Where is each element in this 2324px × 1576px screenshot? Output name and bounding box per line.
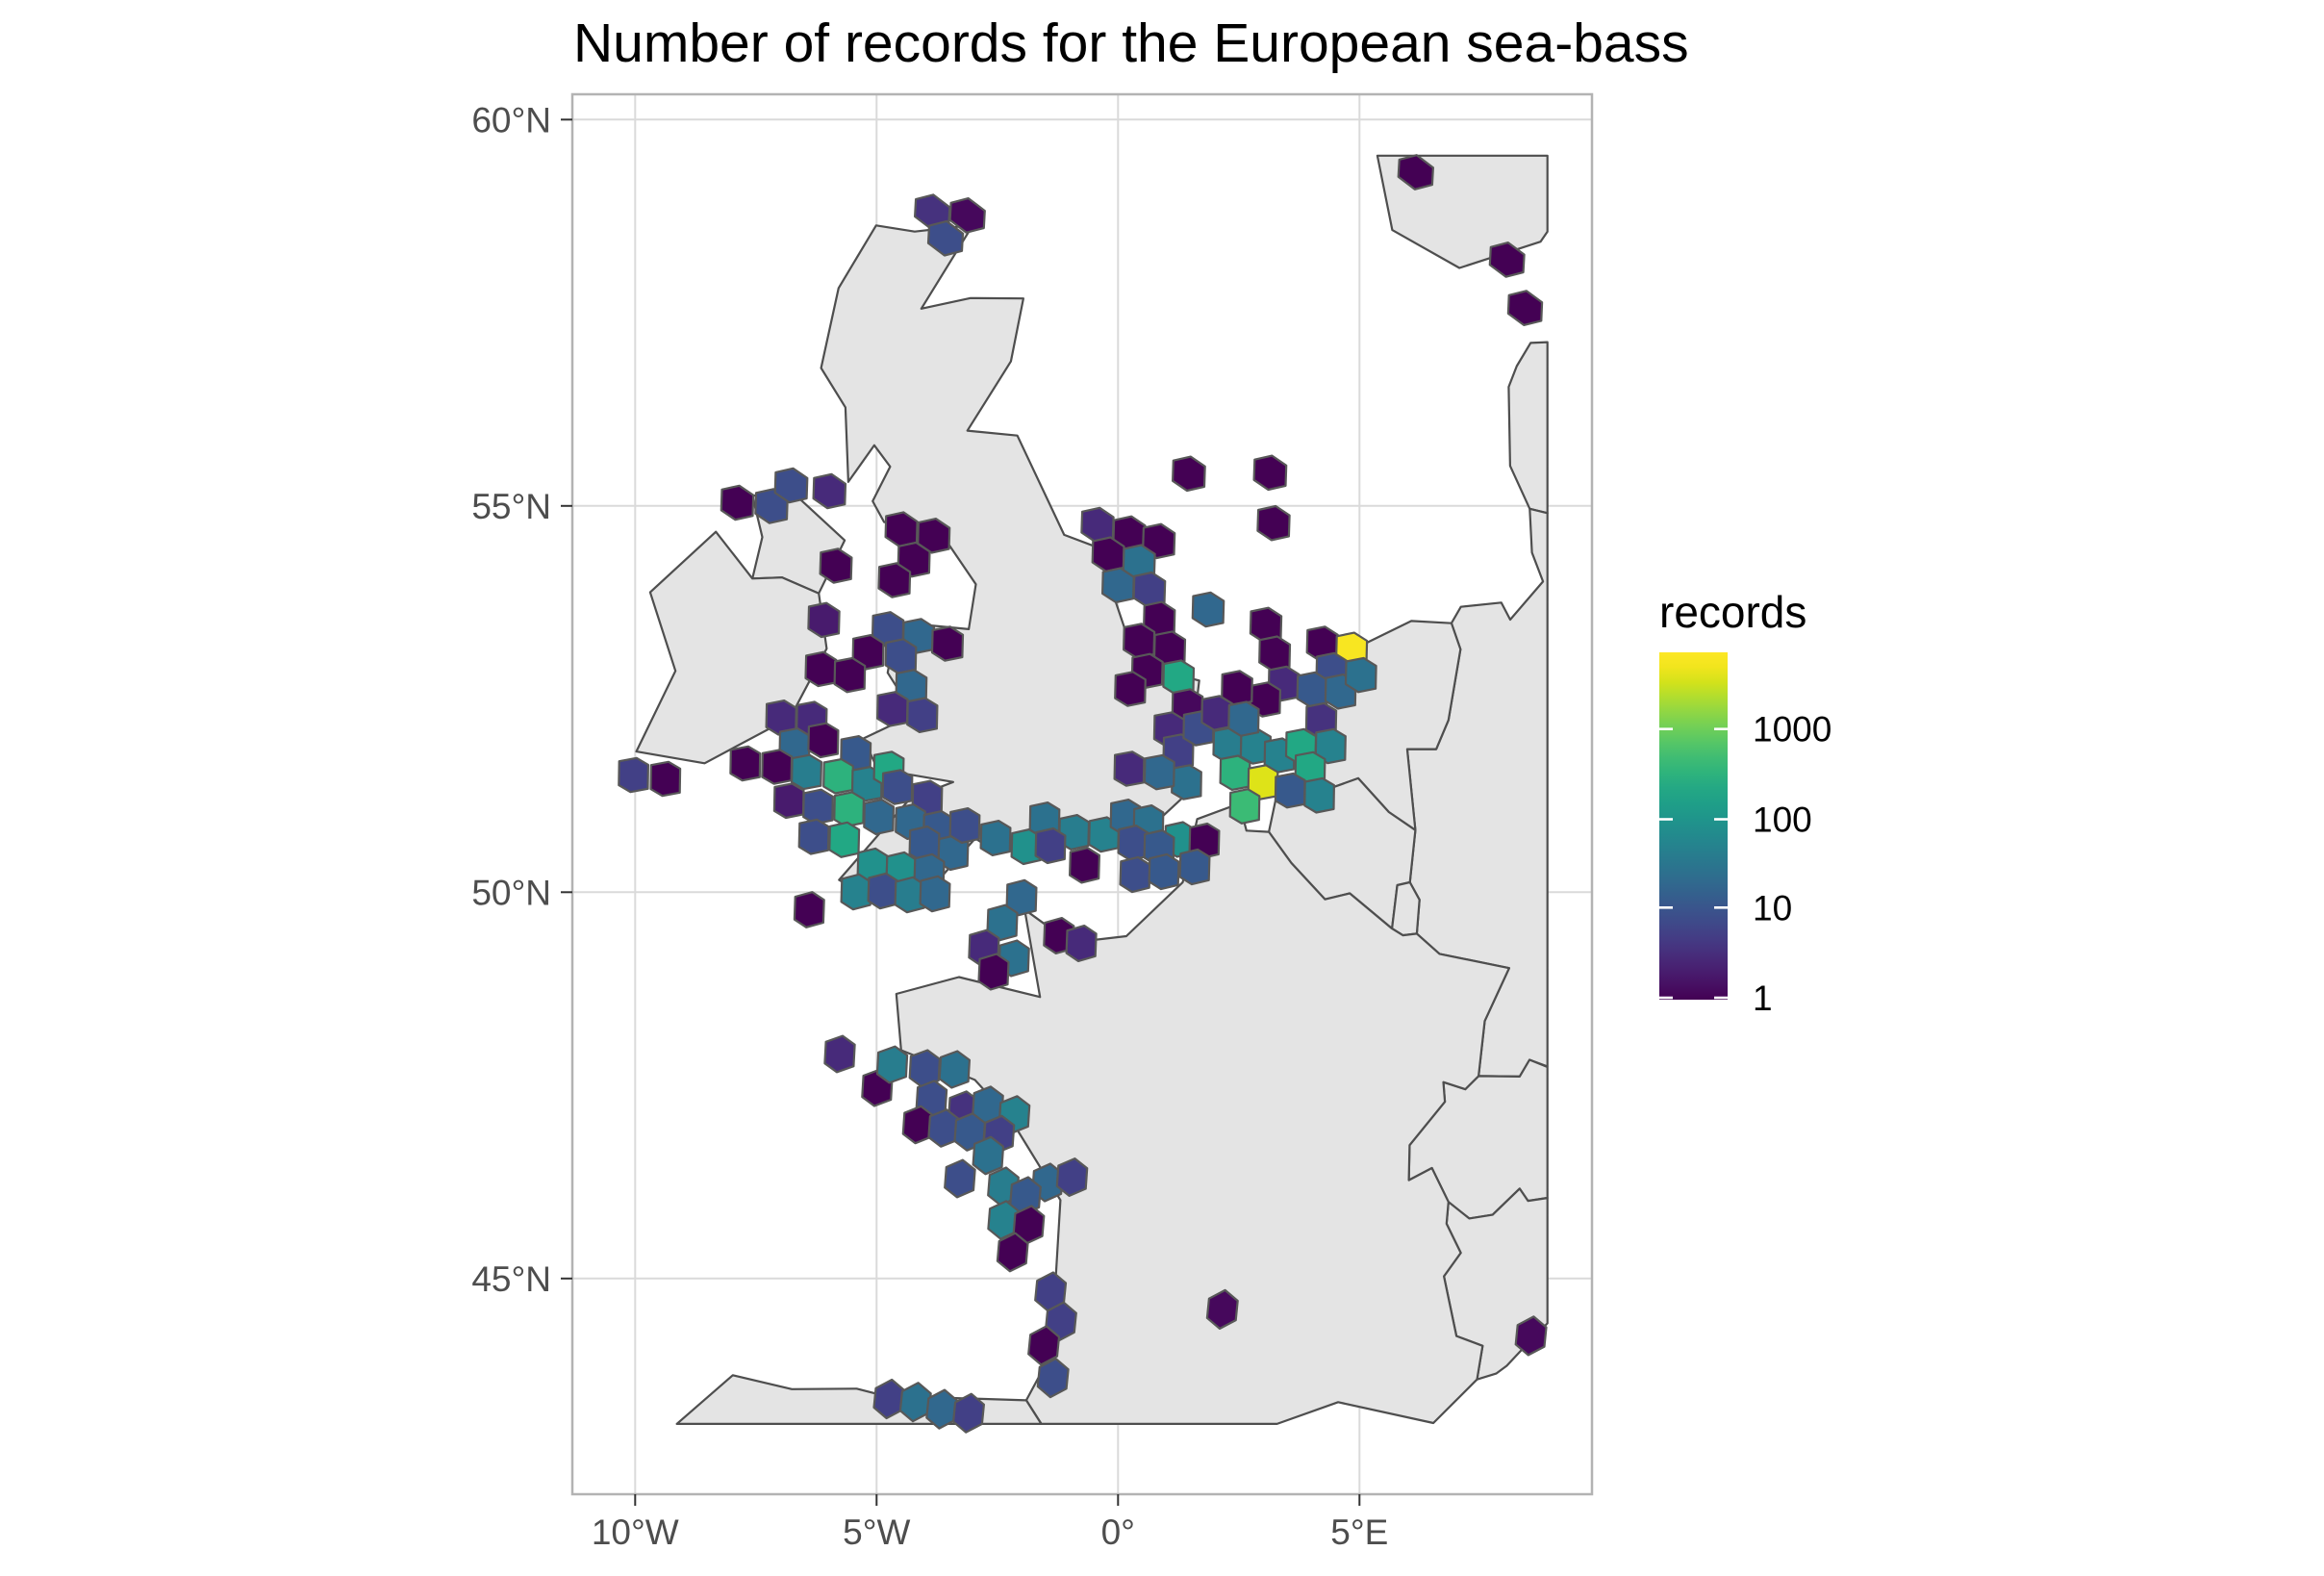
svg-text:records: records: [1659, 587, 1806, 637]
svg-text:5°E: 5°E: [1330, 1512, 1388, 1552]
svg-text:0°: 0°: [1101, 1512, 1135, 1552]
svg-text:45°N: 45°N: [471, 1259, 551, 1299]
svg-text:10: 10: [1753, 888, 1792, 928]
svg-text:60°N: 60°N: [471, 100, 551, 140]
svg-text:50°N: 50°N: [471, 873, 551, 912]
svg-text:5°W: 5°W: [843, 1512, 910, 1552]
svg-text:Number of records for the Euro: Number of records for the European sea-b…: [573, 13, 1689, 74]
svg-text:100: 100: [1753, 801, 1812, 840]
svg-text:55°N: 55°N: [471, 487, 551, 526]
svg-text:1000: 1000: [1753, 710, 1831, 750]
svg-text:1: 1: [1753, 979, 1773, 1018]
svg-text:10°W: 10°W: [592, 1512, 679, 1552]
